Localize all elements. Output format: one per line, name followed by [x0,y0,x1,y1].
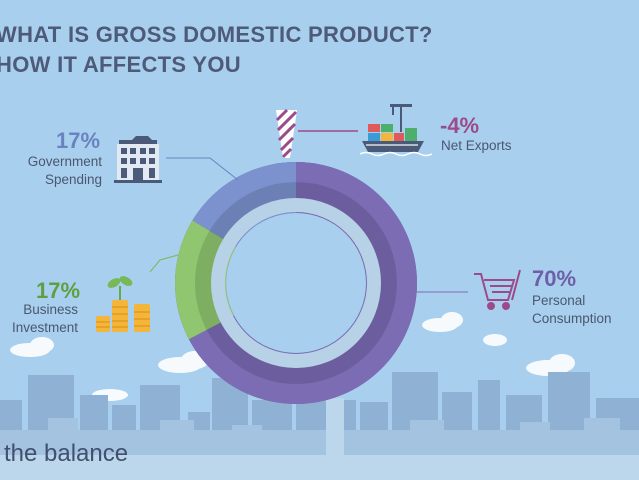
city-skyline [0,372,639,480]
net-exports-hatch [275,108,298,159]
leader-lines [149,130,468,293]
cargo-ship-icon [359,104,433,157]
personal-consumption-label: Personal Consumption [532,293,612,326]
government-spending-label: Government Spending [27,154,102,187]
brand-logo-text: the balance [4,440,129,467]
shopping-cart-icon [474,269,521,310]
title-line-2: HOW IT AFFECTS YOU [0,52,241,77]
coin-stacks-sprout-icon [96,276,150,332]
donut-inner-shadow-ring [195,182,397,384]
government-spending-percent: 17% [56,128,101,153]
gdp-donut-chart [175,162,417,404]
donut-hole-ring [211,198,381,368]
personal-consumption-percent: 70% [532,266,577,291]
business-investment-label: Business Investment [11,302,78,335]
clouds [10,312,575,401]
government-building-icon [114,136,162,183]
business-investment-percent: 17% [36,278,81,303]
donut-hole [226,213,366,353]
net-exports-label: Net Exports [441,138,512,153]
title-line-1: WHAT IS GROSS DOMESTIC PRODUCT? [0,22,433,47]
slice-government [192,162,296,247]
net-exports-percent: -4% [440,113,480,138]
